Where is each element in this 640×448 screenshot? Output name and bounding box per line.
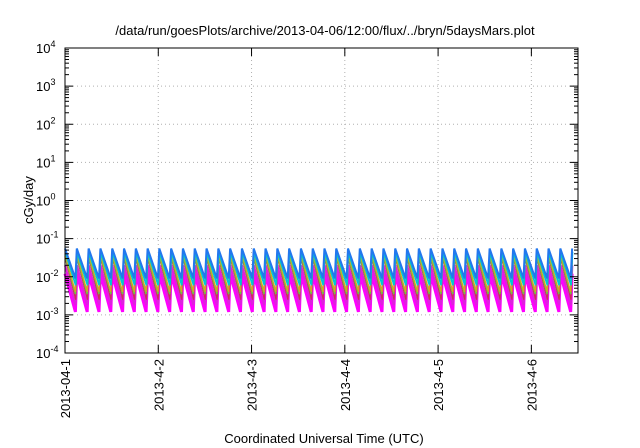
x-tick-label: 2013-4-4	[338, 359, 353, 411]
chart-title: /data/run/goesPlots/archive/2013-04-06/1…	[115, 23, 535, 38]
y-tick-exponent: 4	[50, 39, 55, 49]
y-tick-label: 101	[36, 153, 55, 170]
y-tick-label: 104	[36, 39, 55, 56]
series-group	[63, 248, 574, 313]
y-axis-label: cGy/day	[21, 176, 36, 224]
y-tick-label: 100	[36, 192, 55, 209]
y-tick-exponent: -3	[50, 306, 58, 316]
y-tick-label: 10-3	[36, 306, 58, 323]
x-axis-label: Coordinated Universal Time (UTC)	[224, 431, 423, 446]
x-tick-label: 2013-4-5	[431, 359, 446, 411]
x-tick-label: 2013-4-3	[245, 359, 260, 411]
y-tick-exponent: 1	[50, 153, 55, 163]
y-tick-label: 10-1	[36, 230, 58, 247]
y-tick-label: 10-2	[36, 268, 58, 285]
y-tick-exponent: 2	[50, 115, 55, 125]
y-tick-label: 102	[36, 115, 55, 132]
y-tick-exponent: -1	[50, 230, 58, 240]
x-tick-label: 2013-04-1	[58, 359, 73, 418]
series-line	[64, 248, 574, 279]
y-tick-label: 10-4	[36, 344, 58, 361]
y-tick-exponent: 3	[50, 77, 55, 87]
x-tick-label: 2013-4-2	[151, 359, 166, 411]
x-tick-label: 2013-4-6	[524, 359, 539, 411]
y-tick-exponent: -2	[50, 268, 58, 278]
y-tick-exponent: 0	[50, 192, 55, 202]
y-tick-label: 103	[36, 77, 55, 94]
y-tick-exponent: -4	[50, 344, 58, 354]
x-axis: 2013-04-1 2013-4-2 2013-4-3 2013-4-4 2013-4-…	[58, 48, 539, 418]
